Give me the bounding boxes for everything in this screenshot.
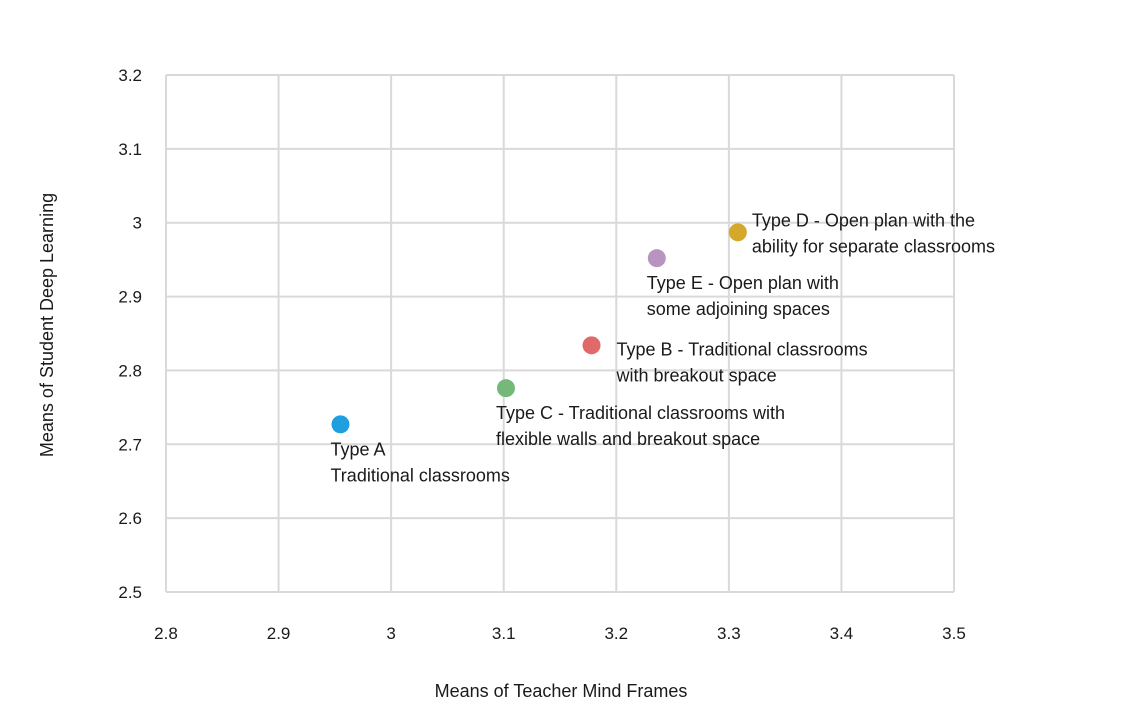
x-axis-title: Means of Teacher Mind Frames	[435, 681, 688, 701]
y-axis-title: Means of Student Deep Learning	[37, 193, 57, 457]
data-point	[582, 336, 601, 355]
data-point-group: Type B - Traditional classrooms with brea…	[582, 336, 868, 385]
data-point-group: Type E - Open plan with some adjoining sp…	[647, 249, 839, 319]
x-tick-label: 3	[386, 624, 395, 643]
y-tick-label: 2.5	[118, 583, 142, 602]
y-tick-label: 2.9	[118, 288, 142, 307]
data-point-label: flexible walls and breakout space	[496, 429, 760, 449]
data-point-label: Type B - Traditional classrooms	[617, 339, 868, 359]
y-tick-label: 3	[133, 214, 142, 233]
data-point-label: Type D - Open plan with the	[752, 210, 975, 230]
y-tick-label: 2.8	[118, 361, 142, 380]
x-tick-label: 3.4	[830, 624, 854, 643]
grid	[165, 74, 955, 593]
y-tick-label: 2.6	[118, 509, 142, 528]
data-point-group: Type D - Open plan with the ability for s…	[728, 210, 995, 256]
data-point-label: Type C - Traditional classrooms with	[496, 403, 785, 423]
x-tick-label: 3.5	[942, 624, 966, 643]
data-point-label: ability for separate classrooms	[752, 236, 995, 256]
data-point	[331, 415, 350, 434]
data-point-label: Type E - Open plan with	[647, 273, 839, 293]
data-point	[728, 223, 747, 242]
x-tick-label: 3.1	[492, 624, 516, 643]
x-tick-label: 2.8	[154, 624, 178, 643]
data-points: Type A Traditional classrooms Type C - Tra…	[330, 210, 994, 485]
data-point-label: Type A	[330, 439, 385, 459]
x-tick-label: 3.2	[604, 624, 628, 643]
y-tick-label: 2.7	[118, 435, 142, 454]
x-axis-ticks: 2.8 2.9 3 3.1 3.2 3.3 3.4 3.5	[154, 624, 966, 643]
y-axis-ticks: 2.5 2.6 2.7 2.8 2.9 3 3.1 3.2	[118, 66, 142, 602]
data-point-label: Traditional classrooms	[330, 465, 509, 485]
data-point-group: Type A Traditional classrooms	[330, 415, 510, 485]
data-point-label: some adjoining spaces	[647, 299, 830, 319]
y-tick-label: 3.2	[118, 66, 142, 85]
y-tick-label: 3.1	[118, 140, 142, 159]
data-point-label: with breakout space	[616, 365, 777, 385]
x-tick-label: 3.3	[717, 624, 741, 643]
data-point	[496, 379, 515, 398]
x-tick-label: 2.9	[267, 624, 291, 643]
data-point-group: Type C - Traditional classrooms with flex…	[496, 379, 785, 449]
data-point	[647, 249, 666, 268]
